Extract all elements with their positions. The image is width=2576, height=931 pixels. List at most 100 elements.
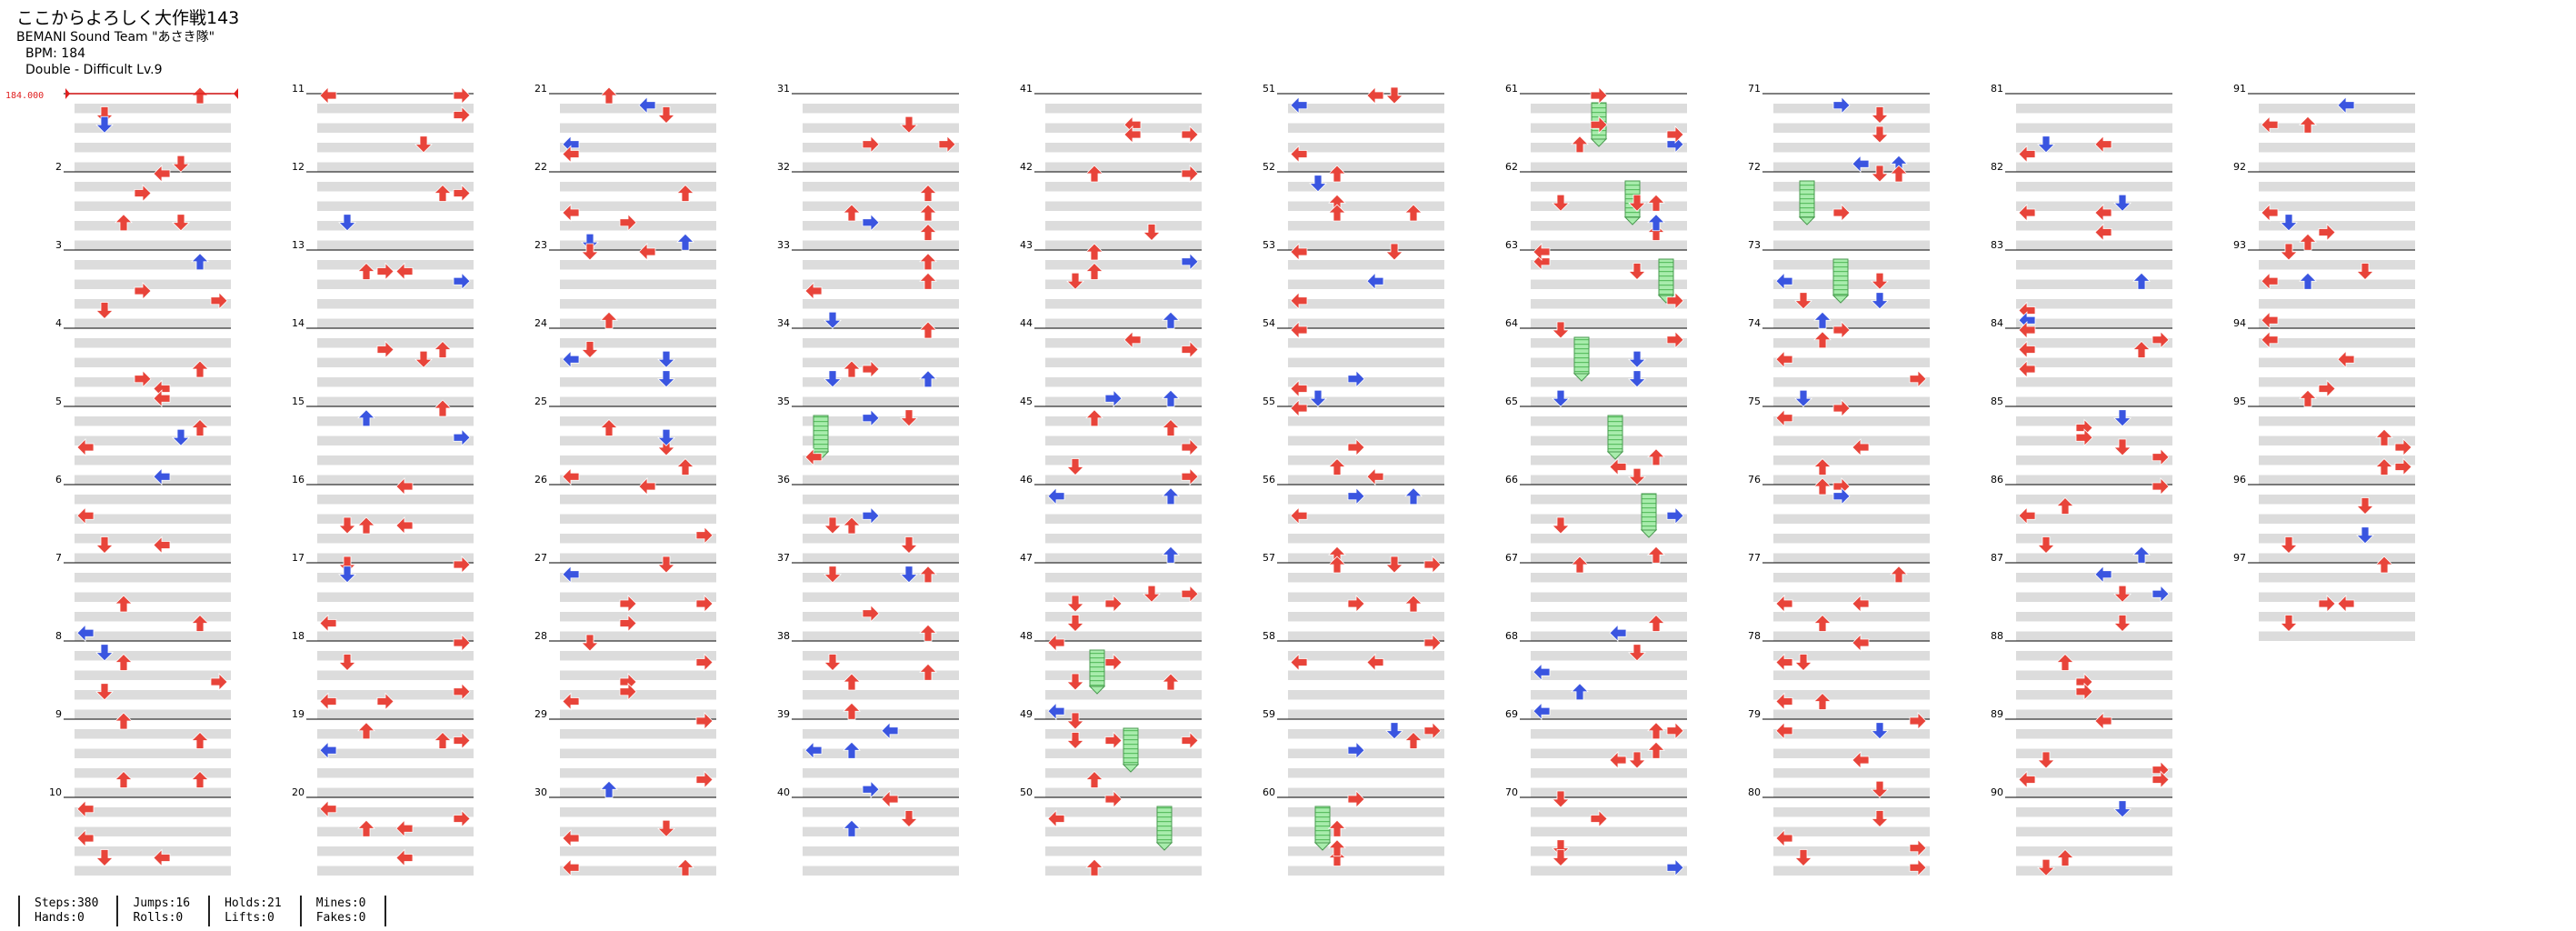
row-shade [1773, 319, 1930, 329]
row-shade [1288, 534, 1444, 544]
row-shade [1288, 632, 1444, 642]
measure-number: 85 [1991, 395, 2003, 407]
row-shade [1773, 221, 1930, 231]
measure-number: 64 [1505, 317, 1518, 329]
measure-number: 33 [777, 239, 790, 251]
row-shade [560, 358, 716, 368]
measure-87: 87 [1991, 552, 2172, 641]
row-shade [1531, 866, 1687, 876]
measure-number: 37 [777, 552, 790, 564]
row-shade [2259, 632, 2415, 642]
row-shade [1045, 182, 1202, 192]
row-shade [803, 612, 959, 622]
stat-steps: Steps:380 [35, 896, 98, 911]
row-shade [1045, 768, 1202, 778]
row-shade [1773, 377, 1930, 387]
measure-number: 53 [1263, 239, 1275, 251]
row-shade [1045, 788, 1202, 798]
row-shade [1773, 866, 1930, 876]
row-shade [1531, 495, 1687, 505]
measure-number: 66 [1505, 474, 1518, 486]
row-shade [1531, 319, 1687, 329]
row-shade [317, 651, 474, 661]
measure-number: 80 [1748, 786, 1761, 798]
row-shade [803, 846, 959, 856]
row-shade [1045, 807, 1202, 817]
measure-94: 94 [2233, 317, 2415, 406]
row-shade [560, 416, 716, 426]
row-shade [2259, 476, 2415, 486]
row-shade [1045, 241, 1202, 251]
row-shade [2016, 827, 2172, 837]
row-shade [560, 377, 716, 387]
row-shade [2016, 455, 2172, 466]
measure-number: 87 [1991, 552, 2003, 564]
measure-81: 81 [1991, 83, 2172, 172]
row-shade [1288, 241, 1444, 251]
row-shade [560, 163, 716, 173]
row-shade [2016, 671, 2172, 681]
row-shade [317, 416, 474, 426]
row-shade [1045, 515, 1202, 525]
row-shade [2016, 710, 2172, 720]
row-shade [2259, 534, 2415, 544]
measure-8: 8 [55, 630, 231, 719]
measure-number: 25 [534, 395, 547, 407]
row-shade [803, 729, 959, 739]
row-shade [1773, 651, 1930, 661]
row-shade [1288, 124, 1444, 134]
stat-hands: Hands:0 [35, 911, 98, 926]
row-shade [803, 143, 959, 153]
row-shade [2016, 495, 2172, 505]
measure-number: 38 [777, 630, 790, 642]
measure-66: 66 [1505, 474, 1687, 563]
row-shade [1773, 202, 1930, 212]
row-shade [560, 495, 716, 505]
row-shade [1531, 690, 1687, 700]
row-shade [1045, 202, 1202, 212]
row-shade [1531, 807, 1687, 817]
row-shade [560, 573, 716, 583]
row-shade [1288, 749, 1444, 759]
row-shade [317, 612, 474, 622]
row-shade [1288, 377, 1444, 387]
row-shade [1045, 866, 1202, 876]
row-shade [560, 515, 716, 525]
row-shade [2259, 573, 2415, 583]
row-shade [1288, 866, 1444, 876]
row-shade [1045, 436, 1202, 446]
measure-24: 24 [534, 317, 716, 406]
row-shade [1531, 124, 1687, 134]
measure-55: 55 [1263, 395, 1444, 485]
row-shade [317, 182, 474, 192]
row-shade [75, 554, 231, 564]
row-shade [560, 768, 716, 778]
up-arrow-icon [192, 87, 208, 104]
row-shade [1531, 104, 1687, 114]
row-shade [1773, 124, 1930, 134]
measure-number: 67 [1505, 552, 1518, 564]
row-shade [1773, 280, 1930, 290]
hold-note [1833, 259, 1848, 295]
row-shade [1773, 729, 1930, 739]
measure-91: 91 [2233, 83, 2415, 172]
row-shade [2259, 202, 2415, 212]
row-shade [803, 202, 959, 212]
row-shade [1045, 632, 1202, 642]
measure-5: 5 [55, 395, 231, 485]
row-shade [560, 280, 716, 290]
row-shade [75, 671, 231, 681]
measure-89: 89 [1991, 708, 2172, 797]
chart-stats: Steps:380 Hands:0 Jumps:16 Rolls:0 Holds… [18, 896, 386, 926]
measure-number: 55 [1263, 395, 1275, 407]
measure-number: 40 [777, 786, 790, 798]
measure-41: 41 [1020, 83, 1202, 172]
row-shade [803, 515, 959, 525]
row-shade [75, 104, 231, 114]
row-shade [317, 104, 474, 114]
row-shade [1773, 515, 1930, 525]
measure-number: 73 [1748, 239, 1761, 251]
row-shade [75, 515, 231, 525]
row-shade [803, 358, 959, 368]
row-shade [1288, 729, 1444, 739]
